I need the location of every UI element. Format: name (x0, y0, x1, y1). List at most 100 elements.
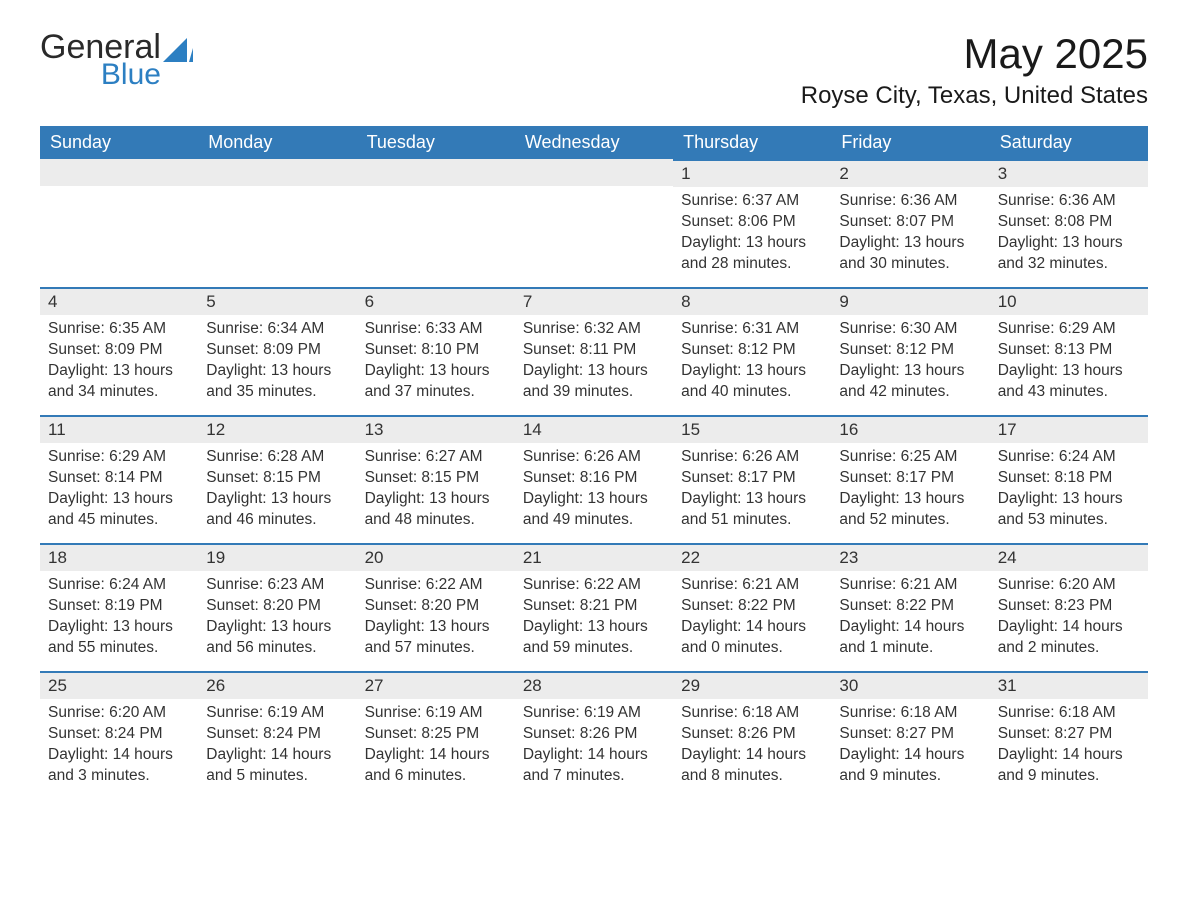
calendar-cell: 18Sunrise: 6:24 AMSunset: 8:19 PMDayligh… (40, 543, 198, 671)
logo: General Blue (40, 30, 193, 90)
calendar-cell: 9Sunrise: 6:30 AMSunset: 8:12 PMDaylight… (831, 287, 989, 415)
sunrise-text: Sunrise: 6:18 AM (998, 703, 1140, 724)
weekday-header: Thursday (673, 126, 831, 159)
sunset-text: Sunset: 8:24 PM (206, 724, 348, 745)
calendar-body: 1Sunrise: 6:37 AMSunset: 8:06 PMDaylight… (40, 159, 1148, 799)
calendar-cell: 3Sunrise: 6:36 AMSunset: 8:08 PMDaylight… (990, 159, 1148, 287)
day-cell: 18Sunrise: 6:24 AMSunset: 8:19 PMDayligh… (40, 543, 198, 671)
day-number: 3 (990, 159, 1148, 187)
day-number: 16 (831, 415, 989, 443)
sunrise-text: Sunrise: 6:23 AM (206, 575, 348, 596)
calendar-week-row: 25Sunrise: 6:20 AMSunset: 8:24 PMDayligh… (40, 671, 1148, 799)
sunset-text: Sunset: 8:21 PM (523, 596, 665, 617)
logo-text: General Blue (40, 30, 161, 90)
day-body: Sunrise: 6:27 AMSunset: 8:15 PMDaylight:… (357, 443, 515, 539)
sunset-text: Sunset: 8:09 PM (206, 340, 348, 361)
calendar-cell (40, 159, 198, 287)
day-cell: 17Sunrise: 6:24 AMSunset: 8:18 PMDayligh… (990, 415, 1148, 543)
sunset-text: Sunset: 8:26 PM (523, 724, 665, 745)
month-title: May 2025 (801, 30, 1148, 78)
day-body: Sunrise: 6:20 AMSunset: 8:23 PMDaylight:… (990, 571, 1148, 667)
daylight-text: Daylight: 13 hours and 48 minutes. (365, 489, 507, 531)
day-cell: 16Sunrise: 6:25 AMSunset: 8:17 PMDayligh… (831, 415, 989, 543)
day-cell: 13Sunrise: 6:27 AMSunset: 8:15 PMDayligh… (357, 415, 515, 543)
sunrise-text: Sunrise: 6:18 AM (681, 703, 823, 724)
day-cell: 31Sunrise: 6:18 AMSunset: 8:27 PMDayligh… (990, 671, 1148, 799)
calendar-cell: 31Sunrise: 6:18 AMSunset: 8:27 PMDayligh… (990, 671, 1148, 799)
sunrise-text: Sunrise: 6:20 AM (998, 575, 1140, 596)
sunset-text: Sunset: 8:12 PM (681, 340, 823, 361)
daylight-text: Daylight: 13 hours and 42 minutes. (839, 361, 981, 403)
sunrise-text: Sunrise: 6:33 AM (365, 319, 507, 340)
sunrise-text: Sunrise: 6:19 AM (523, 703, 665, 724)
day-cell: 23Sunrise: 6:21 AMSunset: 8:22 PMDayligh… (831, 543, 989, 671)
day-cell: 4Sunrise: 6:35 AMSunset: 8:09 PMDaylight… (40, 287, 198, 415)
calendar-cell: 6Sunrise: 6:33 AMSunset: 8:10 PMDaylight… (357, 287, 515, 415)
sunset-text: Sunset: 8:27 PM (998, 724, 1140, 745)
sunrise-text: Sunrise: 6:21 AM (681, 575, 823, 596)
sunrise-text: Sunrise: 6:30 AM (839, 319, 981, 340)
sunrise-text: Sunrise: 6:21 AM (839, 575, 981, 596)
sunset-text: Sunset: 8:10 PM (365, 340, 507, 361)
day-cell: 8Sunrise: 6:31 AMSunset: 8:12 PMDaylight… (673, 287, 831, 415)
sunrise-text: Sunrise: 6:31 AM (681, 319, 823, 340)
weekday-header: Wednesday (515, 126, 673, 159)
day-cell: 29Sunrise: 6:18 AMSunset: 8:26 PMDayligh… (673, 671, 831, 799)
day-number: 22 (673, 543, 831, 571)
day-number: 24 (990, 543, 1148, 571)
sunrise-text: Sunrise: 6:27 AM (365, 447, 507, 468)
sunrise-text: Sunrise: 6:36 AM (998, 191, 1140, 212)
day-cell: 6Sunrise: 6:33 AMSunset: 8:10 PMDaylight… (357, 287, 515, 415)
calendar-cell: 19Sunrise: 6:23 AMSunset: 8:20 PMDayligh… (198, 543, 356, 671)
sunrise-text: Sunrise: 6:22 AM (523, 575, 665, 596)
day-number: 26 (198, 671, 356, 699)
daylight-text: Daylight: 14 hours and 6 minutes. (365, 745, 507, 787)
sunset-text: Sunset: 8:14 PM (48, 468, 190, 489)
daylight-text: Daylight: 13 hours and 43 minutes. (998, 361, 1140, 403)
sunset-text: Sunset: 8:17 PM (839, 468, 981, 489)
calendar-cell: 1Sunrise: 6:37 AMSunset: 8:06 PMDaylight… (673, 159, 831, 287)
calendar-cell: 8Sunrise: 6:31 AMSunset: 8:12 PMDaylight… (673, 287, 831, 415)
day-number: 17 (990, 415, 1148, 443)
day-number: 15 (673, 415, 831, 443)
sunset-text: Sunset: 8:07 PM (839, 212, 981, 233)
day-body: Sunrise: 6:22 AMSunset: 8:20 PMDaylight:… (357, 571, 515, 667)
day-number: 5 (198, 287, 356, 315)
daylight-text: Daylight: 13 hours and 30 minutes. (839, 233, 981, 275)
day-cell: 27Sunrise: 6:19 AMSunset: 8:25 PMDayligh… (357, 671, 515, 799)
sunrise-text: Sunrise: 6:37 AM (681, 191, 823, 212)
day-cell: 21Sunrise: 6:22 AMSunset: 8:21 PMDayligh… (515, 543, 673, 671)
day-number: 30 (831, 671, 989, 699)
day-body: Sunrise: 6:28 AMSunset: 8:15 PMDaylight:… (198, 443, 356, 539)
sunrise-text: Sunrise: 6:22 AM (365, 575, 507, 596)
title-block: May 2025 Royse City, Texas, United State… (801, 30, 1148, 120)
calendar-cell: 16Sunrise: 6:25 AMSunset: 8:17 PMDayligh… (831, 415, 989, 543)
day-number: 28 (515, 671, 673, 699)
day-body: Sunrise: 6:19 AMSunset: 8:26 PMDaylight:… (515, 699, 673, 795)
day-body: Sunrise: 6:24 AMSunset: 8:18 PMDaylight:… (990, 443, 1148, 539)
daylight-text: Daylight: 14 hours and 1 minute. (839, 617, 981, 659)
daylight-text: Daylight: 13 hours and 45 minutes. (48, 489, 190, 531)
day-cell: 25Sunrise: 6:20 AMSunset: 8:24 PMDayligh… (40, 671, 198, 799)
sunrise-text: Sunrise: 6:19 AM (365, 703, 507, 724)
day-number: 27 (357, 671, 515, 699)
sunrise-text: Sunrise: 6:24 AM (48, 575, 190, 596)
sunset-text: Sunset: 8:16 PM (523, 468, 665, 489)
day-number: 21 (515, 543, 673, 571)
daylight-text: Daylight: 13 hours and 46 minutes. (206, 489, 348, 531)
daylight-text: Daylight: 14 hours and 9 minutes. (998, 745, 1140, 787)
weekday-header: Friday (831, 126, 989, 159)
day-cell: 22Sunrise: 6:21 AMSunset: 8:22 PMDayligh… (673, 543, 831, 671)
sunset-text: Sunset: 8:11 PM (523, 340, 665, 361)
daylight-text: Daylight: 13 hours and 52 minutes. (839, 489, 981, 531)
daylight-text: Daylight: 13 hours and 28 minutes. (681, 233, 823, 275)
calendar-cell: 11Sunrise: 6:29 AMSunset: 8:14 PMDayligh… (40, 415, 198, 543)
calendar-cell: 25Sunrise: 6:20 AMSunset: 8:24 PMDayligh… (40, 671, 198, 799)
sunset-text: Sunset: 8:24 PM (48, 724, 190, 745)
daylight-text: Daylight: 14 hours and 7 minutes. (523, 745, 665, 787)
day-cell: 5Sunrise: 6:34 AMSunset: 8:09 PMDaylight… (198, 287, 356, 415)
weekday-header: Sunday (40, 126, 198, 159)
day-body: Sunrise: 6:19 AMSunset: 8:25 PMDaylight:… (357, 699, 515, 795)
day-body: Sunrise: 6:18 AMSunset: 8:27 PMDaylight:… (831, 699, 989, 795)
calendar-cell: 29Sunrise: 6:18 AMSunset: 8:26 PMDayligh… (673, 671, 831, 799)
